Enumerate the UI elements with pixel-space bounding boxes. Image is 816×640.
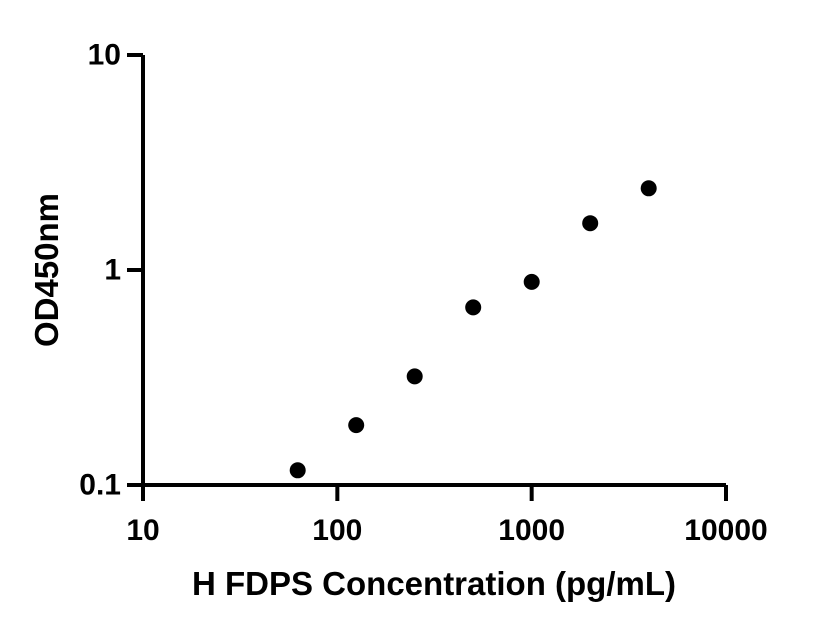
data-point (523, 273, 540, 290)
data-point (582, 215, 599, 232)
tick-marks (127, 53, 728, 501)
axis-spines (141, 55, 726, 487)
data-series (289, 180, 657, 479)
x-tick-label: 100 (312, 514, 362, 547)
x-tick-label: 1000 (498, 514, 565, 547)
data-point (406, 368, 423, 385)
y-axis-title: OD450nm (28, 193, 65, 347)
y-tick-label: 1 (104, 254, 121, 287)
x-tick-label: 10000 (684, 514, 767, 547)
data-point (640, 180, 657, 197)
y-tick-label: 0.1 (79, 469, 121, 502)
y-tick-label: 10 (88, 39, 121, 72)
x-tick-label: 10 (126, 514, 159, 547)
data-point (289, 462, 306, 479)
data-point (465, 299, 482, 316)
data-point (348, 417, 365, 434)
x-axis-title: H FDPS Concentration (pg/mL) (192, 565, 676, 602)
axes (141, 55, 726, 487)
